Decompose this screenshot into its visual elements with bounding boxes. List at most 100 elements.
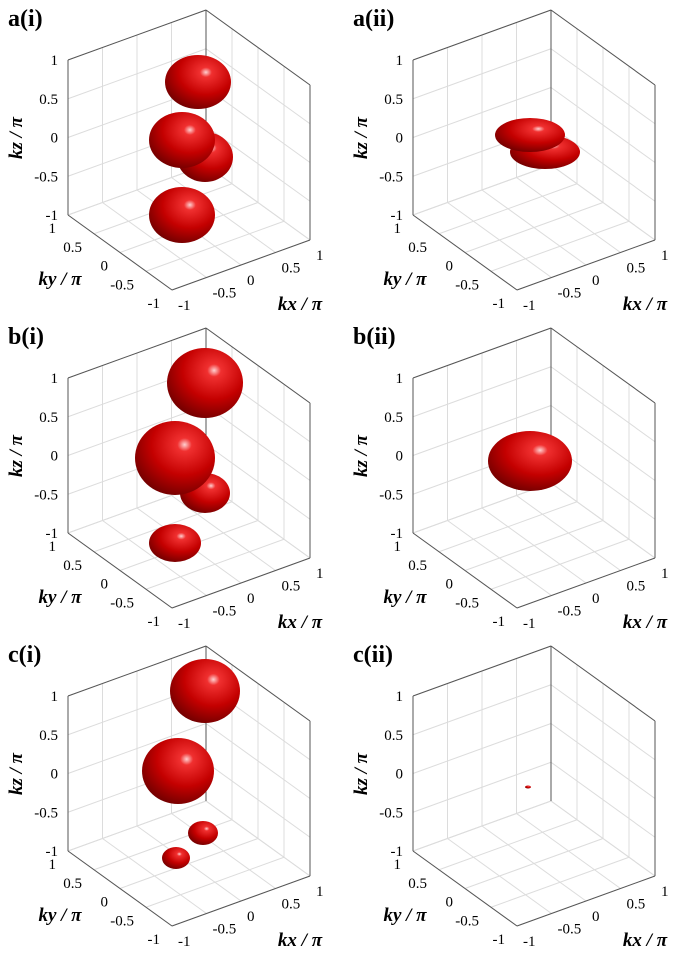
box-edge — [516, 557, 656, 609]
y-tick-label: 1 — [49, 539, 57, 555]
z-tick-label: -1 — [391, 208, 404, 224]
box-edge — [516, 875, 656, 927]
grid-line — [67, 405, 207, 456]
y-axis-label: ky / π — [383, 269, 427, 290]
x-tick-label: -0.5 — [558, 922, 582, 938]
grid-line — [67, 723, 207, 774]
x-tick-label: 0 — [247, 591, 255, 607]
grid-line — [438, 183, 578, 235]
panel-label: b(i) — [8, 324, 44, 350]
grid-line — [490, 538, 630, 590]
box-edge — [171, 239, 311, 291]
z-tick-label: -1 — [46, 844, 59, 860]
box-edge — [205, 327, 311, 404]
grid-line — [119, 838, 259, 889]
y-tick-label: -1 — [493, 932, 506, 948]
grid-line — [550, 405, 656, 481]
x-tick-label: 1 — [661, 566, 669, 582]
grid-line — [490, 220, 630, 272]
y-tick-label: 0 — [446, 577, 454, 593]
z-tick-label: 0 — [396, 767, 404, 783]
grid-line — [205, 164, 311, 241]
x-tick-label: -0.5 — [213, 922, 237, 938]
z-axis-label: kz / π — [351, 116, 372, 159]
grid-line — [412, 405, 552, 456]
grid-line — [205, 761, 311, 838]
isosurface — [162, 847, 190, 869]
box-edge — [412, 645, 552, 697]
x-tick-label: 1 — [316, 566, 324, 582]
z-tick-label: -0.5 — [379, 169, 403, 185]
z-tick-label: -0.5 — [379, 805, 403, 821]
box-edge — [550, 9, 656, 86]
x-tick-label: 1 — [316, 248, 324, 264]
grid-line — [412, 482, 552, 534]
y-tick-label: -1 — [493, 296, 506, 312]
y-tick-label: -1 — [148, 614, 161, 630]
y-tick-label: 0.5 — [63, 558, 82, 574]
z-axis-label: kz / π — [6, 116, 27, 159]
panel: -1-0.500.51-1-0.500.51-1-0.500.51a(ii)kz… — [351, 6, 669, 315]
grid-line — [67, 800, 207, 852]
x-tick-label: 0.5 — [627, 579, 646, 595]
grid-line — [145, 220, 285, 272]
grid-line — [205, 405, 311, 481]
z-tick-label: -1 — [391, 526, 404, 542]
grid-line — [67, 164, 207, 216]
y-axis-label: ky / π — [383, 587, 427, 608]
y-tick-label: 1 — [394, 857, 402, 873]
box-edge — [516, 239, 656, 291]
x-tick-label: 0 — [592, 273, 600, 289]
box-edge — [171, 875, 311, 927]
isosurface — [188, 821, 218, 845]
panel: -1-0.500.51-1-0.500.51-1-0.500.51a(i)kz … — [6, 6, 324, 315]
y-tick-label: 0 — [101, 895, 109, 911]
panel: -1-0.500.51-1-0.500.51-1-0.500.51b(i)kz … — [6, 324, 324, 633]
y-tick-label: 0.5 — [408, 558, 427, 574]
grid-line — [438, 501, 578, 553]
x-tick-label: 0.5 — [627, 261, 646, 277]
grid-line — [205, 723, 311, 799]
y-tick-label: 0.5 — [408, 876, 427, 892]
x-tick-label: 0 — [247, 273, 255, 289]
y-axis-label: ky / π — [38, 269, 82, 290]
panel: -1-0.500.51-1-0.500.51-1-0.500.51b(ii)kz… — [351, 324, 669, 633]
z-tick-label: 1 — [396, 53, 404, 69]
z-tick-label: 0 — [51, 449, 59, 465]
grid-line — [145, 538, 285, 590]
x-tick-label: 0.5 — [282, 897, 301, 913]
box-edge — [412, 214, 518, 291]
grid-line — [550, 125, 656, 202]
panel-label: a(ii) — [353, 6, 394, 32]
y-tick-label: 0 — [101, 259, 109, 275]
y-axis-label: ky / π — [38, 587, 82, 608]
isosurface — [525, 785, 531, 789]
y-tick-label: 0.5 — [408, 240, 427, 256]
x-tick-label: -1 — [178, 298, 191, 314]
grid-line — [550, 761, 656, 838]
y-tick-label: 1 — [49, 857, 57, 873]
x-tick-label: 1 — [661, 248, 669, 264]
z-tick-label: 1 — [396, 371, 404, 387]
grid-line — [412, 87, 552, 138]
grid-line — [145, 856, 285, 908]
x-tick-label: 1 — [316, 884, 324, 900]
z-tick-label: -0.5 — [34, 805, 58, 821]
isosurface — [495, 118, 565, 152]
panel: -1-0.500.51-1-0.500.51-1-0.500.51c(ii)kz… — [351, 642, 669, 951]
panel-label: b(ii) — [353, 324, 396, 350]
y-tick-label: 0.5 — [63, 876, 82, 892]
z-tick-label: 0.5 — [39, 410, 58, 426]
x-tick-label: -0.5 — [213, 604, 237, 620]
panel-label: c(ii) — [353, 642, 393, 668]
z-tick-label: -1 — [46, 526, 59, 542]
x-tick-label: -1 — [523, 934, 536, 950]
isosurface — [149, 112, 215, 168]
box-edge — [412, 850, 518, 927]
y-tick-label: -0.5 — [455, 595, 479, 611]
z-tick-label: -1 — [46, 208, 59, 224]
z-axis-label: kz / π — [6, 752, 27, 795]
box-edge — [67, 532, 173, 609]
grid-line — [412, 761, 552, 813]
